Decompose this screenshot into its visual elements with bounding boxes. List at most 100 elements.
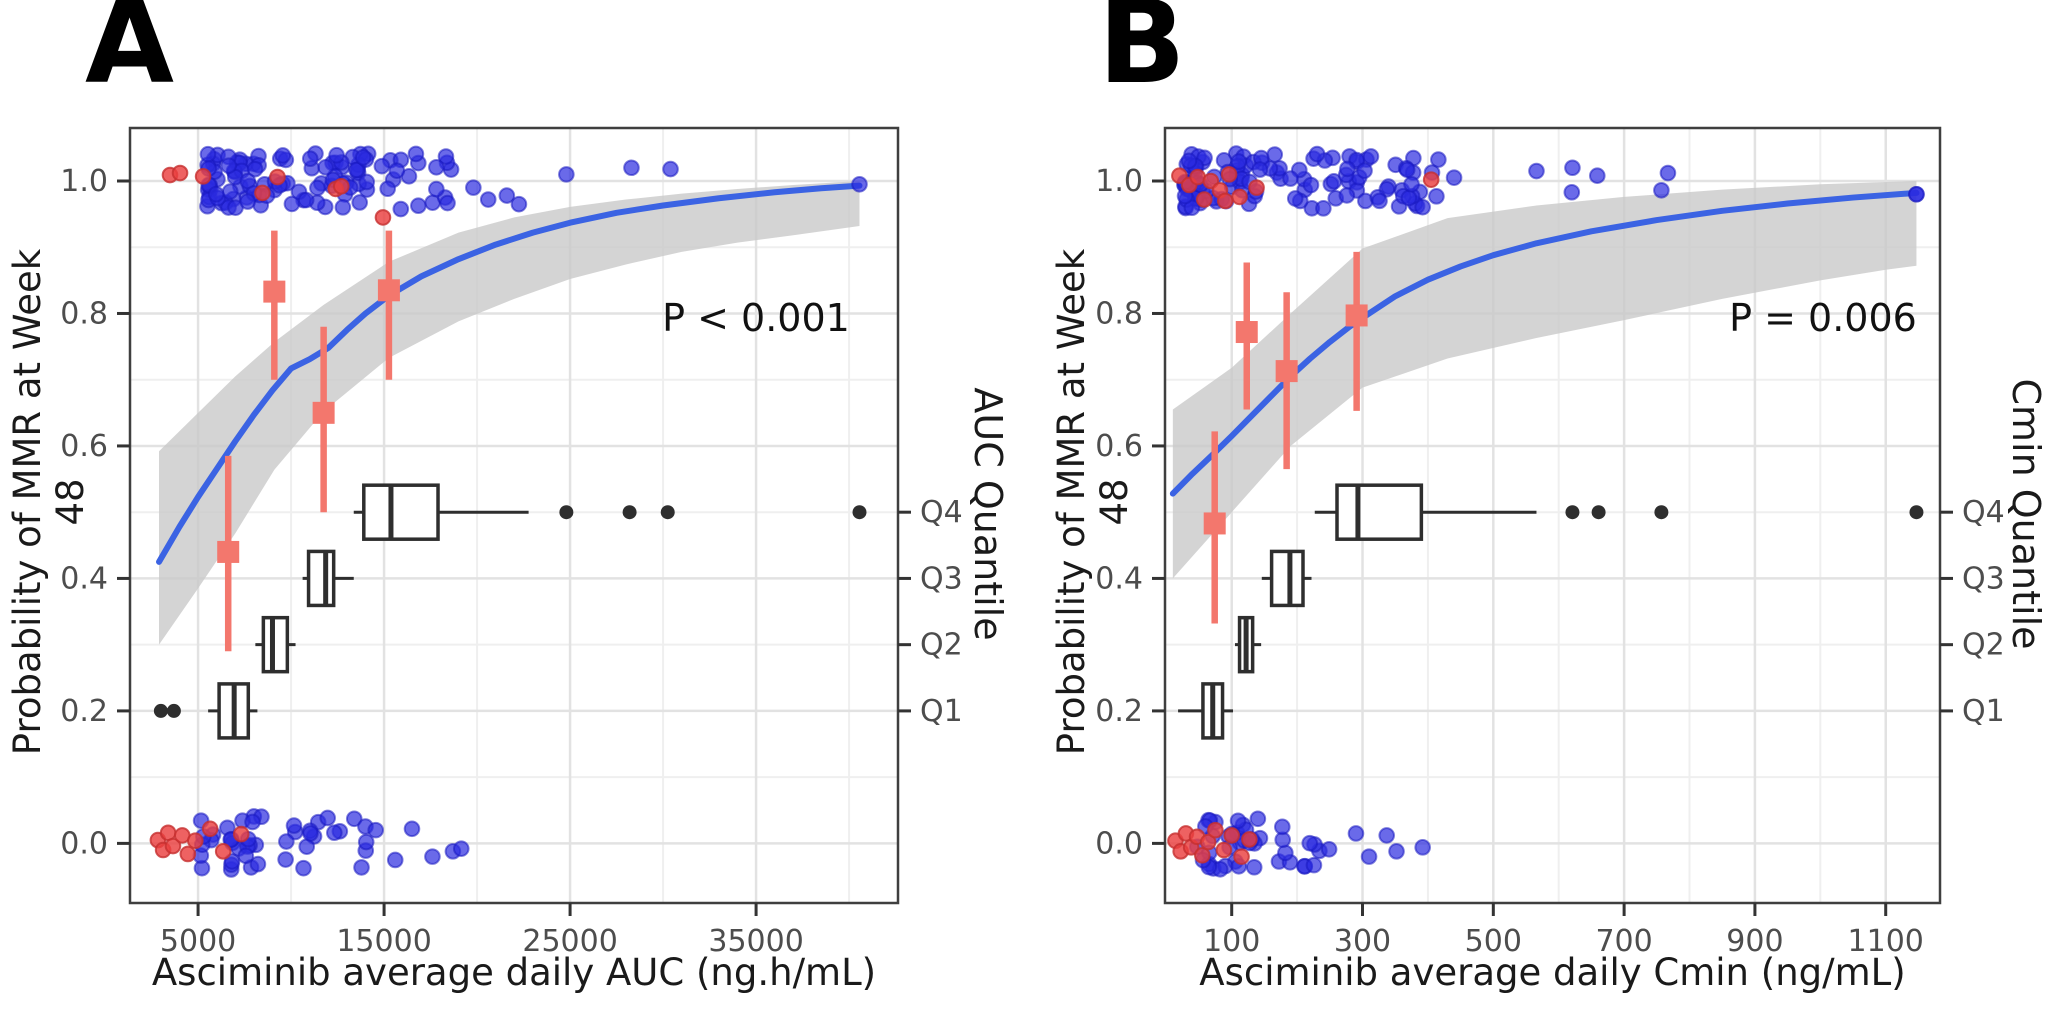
x-tick-label: 100 (1203, 924, 1260, 959)
x-tick-label: 25000 (522, 924, 617, 959)
boxplot-outlier-dot (1591, 505, 1606, 520)
p-value-annotation-b: P = 0.006 (1729, 296, 1917, 340)
y-tick-label: 1.0 (60, 164, 108, 199)
logistic-curve (1169, 189, 1920, 497)
observed-point-blue (199, 145, 217, 163)
observed-point-blue (1338, 187, 1356, 204)
boxplot-outlier-dot (852, 505, 867, 520)
observed-point-blue (1305, 856, 1323, 874)
observed-point-blue (1445, 169, 1463, 186)
observed-point-blue (220, 157, 237, 174)
boxplot-box (306, 549, 336, 608)
y-tick-label: 0.8 (60, 296, 108, 331)
quantile-tick-label: Q4 (920, 495, 963, 530)
observed-point-red (1248, 179, 1265, 196)
observed-point-red (186, 832, 204, 850)
observed-point-blue (223, 853, 241, 870)
observed-point-red (179, 845, 197, 863)
observed-point-blue (1430, 151, 1447, 168)
observed-point-blue (353, 859, 370, 876)
observed-point-blue (452, 840, 470, 857)
observed-point-blue (1347, 825, 1365, 842)
observed-point-red (1199, 833, 1217, 851)
panel-border (128, 126, 900, 905)
observed-point-red (214, 843, 232, 860)
observed-point-red (332, 177, 350, 195)
observed-point-blue (328, 146, 345, 164)
x-axis-title-b: Asciminib average daily Cmin (ng/mL) (1199, 951, 1906, 994)
observed-point-blue (410, 197, 427, 215)
y-axis-title-a: Probability of MMR at Week 48 (6, 248, 92, 756)
observed-point-red (1193, 847, 1211, 864)
observed-point-blue (1360, 848, 1378, 865)
observed-point-blue (465, 179, 482, 196)
p-value-annotation-a: P < 0.001 (662, 296, 850, 340)
quartile-estimate-square (217, 540, 240, 563)
boxplot-outlier-dot (1654, 505, 1669, 520)
observed-point-blue (249, 855, 267, 873)
observed-point-blue (1653, 181, 1670, 199)
observed-point-blue (302, 825, 319, 842)
observed-point-blue (319, 809, 336, 827)
observed-point-blue (1286, 190, 1304, 207)
quantile-tick-label: Q3 (920, 561, 963, 596)
observed-point-blue (1308, 145, 1326, 163)
observed-point-red (1220, 166, 1238, 183)
observed-point-blue (1277, 844, 1294, 862)
y-tick-label: 0.2 (60, 694, 108, 729)
quartile-estimate-square (1275, 360, 1298, 383)
observed-point-blue (558, 166, 575, 183)
observed-point-blue (277, 851, 294, 868)
observed-point-blue (285, 817, 303, 834)
y-tick-label: 0.2 (1095, 694, 1143, 729)
y-tick-label: 0.6 (60, 429, 108, 464)
observed-point-red (164, 837, 182, 855)
observed-point-blue (623, 159, 640, 177)
observed-point-blue (301, 150, 319, 168)
boxplot-box (1335, 483, 1424, 541)
observed-point-red (1223, 827, 1241, 844)
observed-point-blue (1245, 858, 1263, 876)
quantile-tick-label: Q1 (1962, 694, 2005, 729)
boxplot-box (362, 483, 440, 541)
quantile-tick-label: Q4 (1962, 495, 2005, 530)
observed-point-blue (388, 162, 406, 179)
observed-point-blue (244, 813, 261, 831)
x-tick-label: 500 (1465, 924, 1522, 959)
observed-point-blue (348, 161, 365, 179)
observed-point-red (374, 209, 392, 226)
observed-point-red (254, 184, 271, 202)
x-tick-label: 5000 (160, 924, 236, 959)
observed-point-blue (1339, 160, 1356, 178)
y-tick-label: 1.0 (1095, 164, 1143, 199)
quantile-tick-label: Q2 (1962, 628, 2005, 663)
observed-point-blue (1266, 146, 1284, 163)
observed-point-blue (1302, 176, 1320, 194)
y-axis-title-b: Probability of MMR at Week 48 (1050, 248, 1136, 756)
observed-point-blue (428, 158, 445, 176)
observed-point-blue (1588, 167, 1606, 184)
boxplot-outlier-dot (660, 505, 675, 520)
x-tick-label: 300 (1334, 924, 1391, 959)
observed-point-blue (1563, 183, 1581, 201)
observed-point-blue (1659, 164, 1677, 182)
observed-point-red (1216, 192, 1234, 210)
observed-point-blue (379, 180, 396, 198)
observed-point-blue (274, 147, 292, 164)
observed-point-blue (1251, 161, 1269, 178)
observed-point-red (1195, 191, 1213, 208)
x-tick-label: 15000 (336, 924, 431, 959)
observed-point-blue (1282, 170, 1299, 187)
observed-point-blue (1528, 162, 1545, 180)
logistic-curve (156, 182, 863, 565)
observed-point-blue (326, 824, 343, 842)
observed-point-blue (1564, 159, 1581, 177)
boxplot-outlier-dot (1565, 505, 1580, 520)
observed-point-blue (295, 859, 312, 877)
quartile-estimate-square (263, 280, 286, 303)
observed-point-blue (373, 157, 391, 175)
observed-point-blue (439, 194, 456, 212)
observed-point-blue (334, 199, 352, 216)
